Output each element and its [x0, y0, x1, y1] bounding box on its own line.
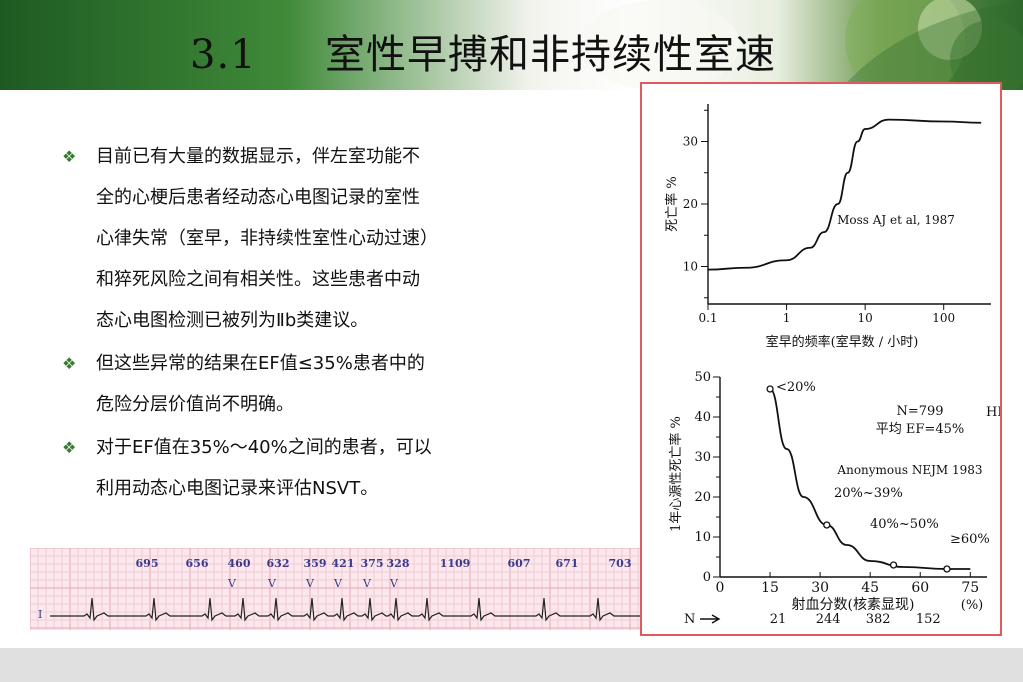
x-tick-label: 45	[861, 580, 879, 596]
mortality-vs-ef-chart: 0 10 20 30 40 50 0 15 30 45 60 75 <20% 20%~39% 40%~50%…	[668, 370, 1000, 627]
y-tick-label: 30	[694, 450, 711, 465]
x-tick-label: 100	[932, 311, 955, 325]
y-tick-label: 20	[683, 197, 698, 211]
n-row-value: 244	[816, 612, 841, 627]
y-axis-label: 死亡率 %	[664, 176, 680, 232]
ecg-interval-label: 703	[609, 557, 632, 570]
bullet-line: 对于EF值在35%～40%之间的患者，可以	[96, 437, 432, 458]
truncated-label: HI	[986, 405, 1000, 420]
data-point	[823, 521, 831, 529]
bullet-item: ❖ 目前已有大量的数据显示，伴左室功能不 全的心梗后患者经动态心电图记录的室性 心律失…	[62, 136, 532, 341]
n-row-value: 382	[866, 612, 891, 627]
y-tick-label: 10	[694, 530, 711, 545]
ecg-interval-label: 375	[361, 557, 384, 570]
ecg-v-mark: V	[227, 577, 237, 590]
x-tick-label: 0.1	[698, 311, 717, 325]
data-point	[889, 561, 898, 569]
ecg-interval-label: 328	[387, 557, 410, 570]
ecg-v-mark: V	[305, 577, 315, 590]
y-tick-label: 0	[703, 570, 711, 585]
ecg-interval-label: 632	[267, 557, 290, 570]
title-banner: 3.1 室性早搏和非持续性室速	[0, 0, 1023, 90]
ecg-v-mark: V	[267, 577, 277, 590]
bullet-line: 心律失常（室早，非持续性室性心动过速）	[96, 228, 438, 249]
chart-annotation: N=799	[896, 404, 943, 419]
bullet-line: 利用动态心电图记录来评估NSVT。	[96, 478, 379, 499]
bullet-list: ❖ 目前已有大量的数据显示，伴左室功能不 全的心梗后患者经动态心电图记录的室性 心律失…	[62, 136, 532, 509]
arrow-right-icon	[700, 614, 721, 624]
bullet-marker-icon: ❖	[62, 438, 77, 457]
x-tick-label: 1	[783, 311, 791, 325]
x-tick-label: 15	[761, 580, 779, 596]
ecg-interval-label: 695	[136, 557, 159, 570]
x-tick-label: 0	[716, 580, 725, 596]
ecg-interval-label: 656	[186, 557, 209, 570]
y-tick-label: 40	[694, 410, 711, 425]
bullet-item: ❖ 但这些异常的结果在EF值≤35%患者中的 危险分层价值尚不明确。	[62, 343, 532, 425]
ecg-interval-label: 460	[228, 557, 251, 570]
title-number: 3.1	[190, 32, 257, 78]
bullet-line: 危险分层价值尚不明确。	[96, 394, 294, 415]
bullet-line: 但这些异常的结果在EF值≤35%患者中的	[96, 353, 425, 374]
bullet-marker-icon: ❖	[62, 147, 77, 166]
x-axis-unit: (%)	[961, 598, 984, 613]
ecg-lead-label: I	[38, 608, 42, 621]
ecg-interval-label: 359	[304, 557, 327, 570]
ecg-v-mark: V	[362, 577, 372, 590]
ecg-interval-label: 671	[556, 557, 579, 570]
n-row-value: 21	[770, 612, 787, 627]
mortality-vs-pvc-chart: 10 20 30 0.1 1 10 100 Moss AJ et al, 1987 室早的频率(…	[664, 104, 991, 350]
y-axis-label: 1年心源性死亡率 %	[668, 416, 684, 532]
point-label: <20%	[776, 380, 816, 395]
y-tick-label: 20	[694, 490, 711, 505]
ecg-interval-label: 421	[332, 557, 355, 570]
footer-band	[0, 648, 1023, 682]
x-tick-label: 60	[911, 580, 929, 596]
chart-annotation: Anonymous NEJM 1983	[836, 463, 982, 477]
point-label: 40%~50%	[870, 517, 939, 532]
ecg-v-mark: V	[333, 577, 343, 590]
figure-panel: 10 20 30 0.1 1 10 100 Moss AJ et al, 1987 室早的频率(…	[640, 82, 1002, 636]
x-tick-label: 30	[811, 580, 829, 596]
ecg-strip: 695 656 460 632 359 421 375 328 1109 607 671 703 V V V…	[30, 548, 670, 630]
chart-annotation: Moss AJ et al, 1987	[837, 213, 955, 227]
bullet-line: 目前已有大量的数据显示，伴左室功能不	[96, 146, 420, 167]
chart-annotation: 平均 EF=45%	[876, 422, 964, 437]
ecg-interval-label: 1109	[440, 557, 471, 570]
y-tick-label: 50	[694, 370, 711, 385]
x-axis-label: 射血分数(核素显现)	[792, 597, 915, 613]
ecg-interval-label: 607	[508, 557, 531, 570]
series-line	[707, 118, 982, 271]
y-tick-label: 30	[683, 135, 698, 149]
x-tick-label: 75	[961, 580, 979, 596]
ecg-trace	[50, 597, 670, 622]
ecg-v-mark: V	[389, 577, 399, 590]
data-point	[943, 565, 951, 573]
bullet-marker-icon: ❖	[62, 354, 77, 373]
bullet-line: 和猝死风险之间有相关性。这些患者中动	[96, 269, 420, 290]
bullet-item: ❖ 对于EF值在35%～40%之间的患者，可以 利用动态心电图记录来评估NSVT。	[62, 427, 532, 509]
series-line	[769, 388, 971, 570]
n-row-label: N	[684, 612, 695, 627]
slide-title: 3.1 室性早搏和非持续性室速	[190, 22, 776, 80]
x-axis-label: 室早的频率(室早数 / 小时)	[766, 334, 919, 350]
point-label: 20%~39%	[834, 486, 903, 501]
y-tick-label: 10	[683, 260, 698, 274]
n-row-value: 152	[916, 612, 941, 627]
x-tick-label: 10	[857, 311, 872, 325]
bullet-line: 态心电图检测已被列为Ⅱb类建议。	[96, 310, 369, 331]
banner-decoration	[580, 0, 1023, 90]
point-label: ≥60%	[950, 532, 990, 547]
data-point	[766, 385, 774, 393]
title-text: 室性早搏和非持续性室速	[325, 32, 776, 78]
bullet-line: 全的心梗后患者经动态心电图记录的室性	[96, 187, 420, 208]
